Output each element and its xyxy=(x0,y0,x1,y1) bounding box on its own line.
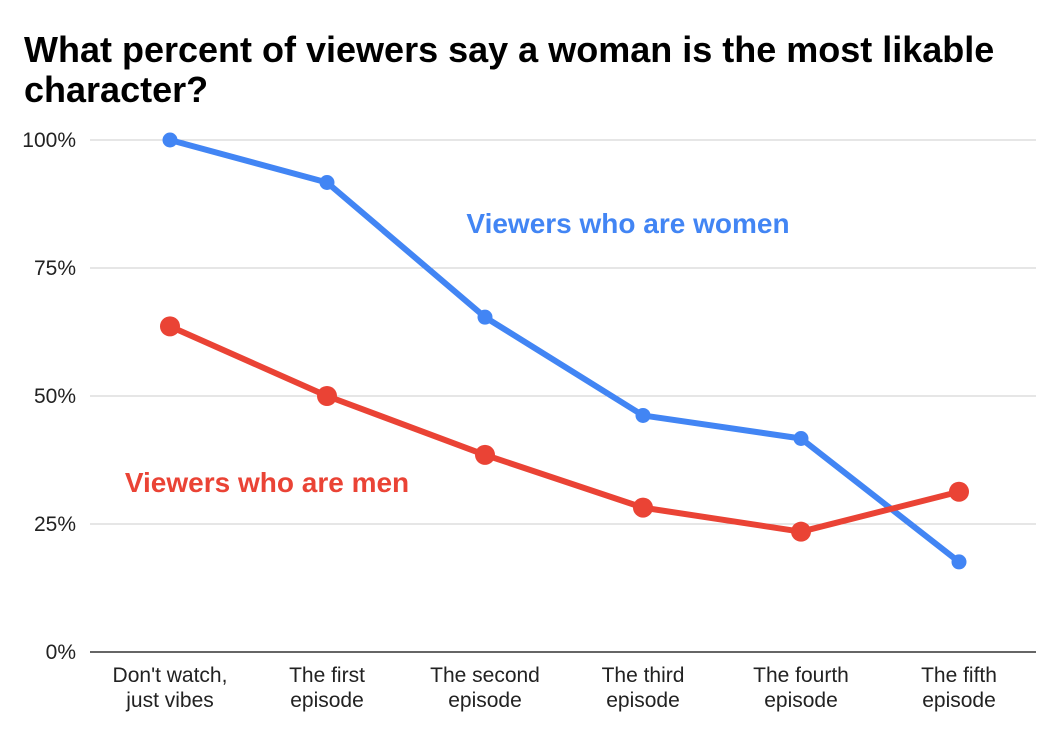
x-axis-ticks: Don't watch, just vibes The first episode Th… xyxy=(113,664,997,712)
data-point xyxy=(475,444,495,465)
y-tick-label: 75% xyxy=(34,257,76,280)
x-tick-label: Don't watch, just vibes xyxy=(113,664,228,712)
data-point xyxy=(949,481,969,502)
data-point xyxy=(162,132,178,148)
x-tick-label: The third episode xyxy=(602,664,685,712)
chart-title: What percent of viewers say a woman is t… xyxy=(24,29,995,110)
data-point xyxy=(477,309,493,325)
series-layer xyxy=(160,132,969,570)
gridlines xyxy=(90,139,1036,653)
series-line-0 xyxy=(167,137,962,565)
y-tick-label: 50% xyxy=(34,385,76,408)
x-tick-label: The fifth episode xyxy=(921,664,997,712)
data-point xyxy=(793,430,809,446)
x-tick-label: The second episode xyxy=(430,664,540,712)
data-point xyxy=(633,497,653,518)
y-tick-label: 0% xyxy=(46,641,76,664)
x-tick-label: The fourth episode xyxy=(753,664,849,712)
x-tick-label: The first episode xyxy=(289,664,365,712)
series-line-1 xyxy=(167,323,962,535)
series-label-men: Viewers who are men xyxy=(125,467,409,498)
data-point xyxy=(635,407,651,423)
data-point xyxy=(317,386,337,406)
data-point xyxy=(160,316,180,337)
data-point xyxy=(319,174,335,190)
y-tick-label: 100% xyxy=(22,129,76,152)
y-tick-label: 25% xyxy=(34,513,76,536)
y-axis-ticks: 0% 25% 50% 75% 100% xyxy=(22,129,76,664)
data-point xyxy=(951,554,967,570)
data-point xyxy=(791,521,811,542)
series-label-women: Viewers who are women xyxy=(466,208,789,239)
